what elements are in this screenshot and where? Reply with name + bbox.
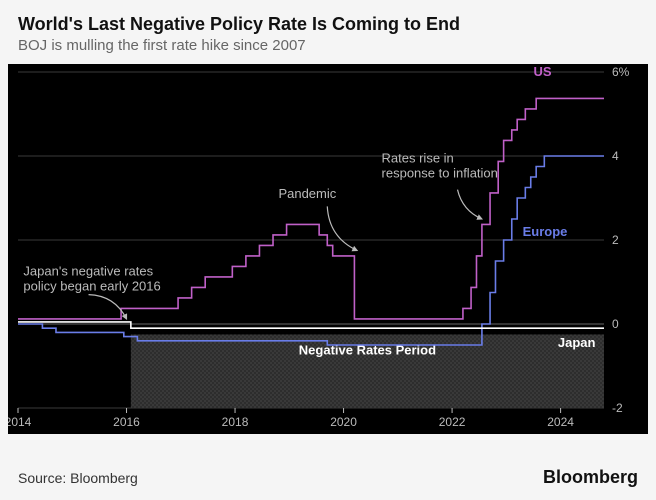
chart-area: -20246%201420162018202020222024Negative … — [8, 64, 648, 461]
chart-title: World's Last Negative Policy Rate Is Com… — [18, 14, 638, 35]
svg-text:2016: 2016 — [113, 415, 140, 429]
svg-text:-2: -2 — [612, 401, 623, 415]
svg-text:6%: 6% — [612, 65, 630, 79]
brand-logo: Bloomberg — [543, 467, 638, 488]
svg-text:0: 0 — [612, 317, 619, 331]
annotation-text: Japan's negative ratespolicy began early… — [23, 264, 160, 294]
series-label: Europe — [523, 224, 568, 239]
footer: Source: Bloomberg Bloomberg — [0, 461, 656, 500]
svg-text:2: 2 — [612, 233, 619, 247]
svg-text:2014: 2014 — [8, 415, 32, 429]
series-label: Japan — [558, 335, 596, 350]
series-label: US — [533, 64, 551, 79]
svg-text:2022: 2022 — [439, 415, 466, 429]
svg-text:2018: 2018 — [222, 415, 249, 429]
svg-text:2020: 2020 — [330, 415, 357, 429]
svg-text:4: 4 — [612, 149, 619, 163]
chart-subtitle: BOJ is mulling the first rate hike since… — [18, 37, 638, 54]
header: World's Last Negative Policy Rate Is Com… — [0, 0, 656, 60]
annotation-text: Pandemic — [278, 186, 336, 201]
source-text: Source: Bloomberg — [18, 470, 138, 486]
policy-rate-chart: -20246%201420162018202020222024Negative … — [8, 64, 648, 434]
chart-card: World's Last Negative Policy Rate Is Com… — [0, 0, 656, 500]
svg-text:2024: 2024 — [547, 415, 574, 429]
